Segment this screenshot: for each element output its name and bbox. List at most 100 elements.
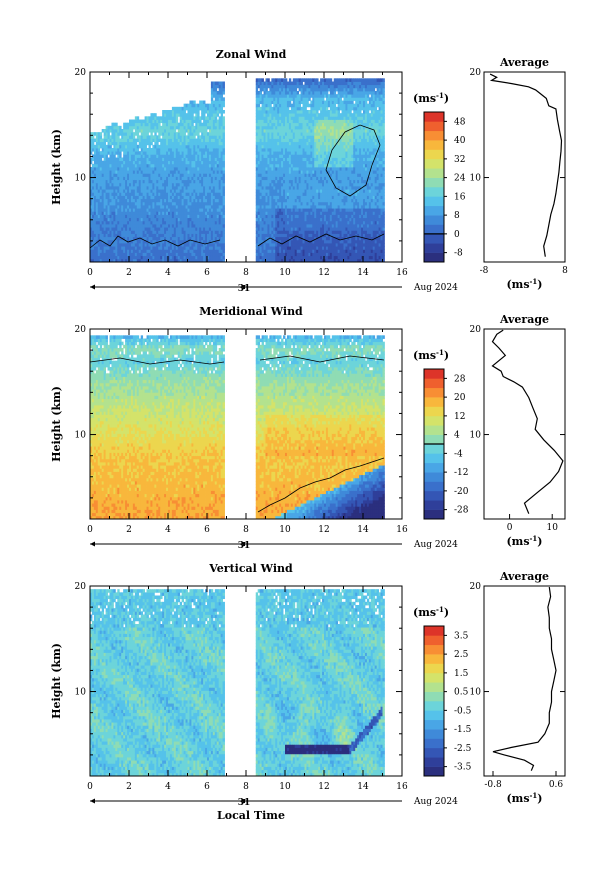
heatmap-cell [113,173,116,177]
heatmap-cell [97,233,101,238]
heatmap-cell [156,201,159,206]
heatmap-cell [127,255,130,260]
heatmap-cell [136,239,140,244]
heatmap-cell [90,192,93,196]
heatmap-cell [158,163,161,168]
heatmap-cell [166,220,169,225]
heatmap-cell [171,205,175,209]
heatmap-cell [119,201,122,206]
heatmap-cell [160,236,163,241]
heatmap-cell [117,144,120,149]
heatmap-cell [142,217,145,222]
heatmap-cell [181,205,184,209]
heatmap-cell [95,252,99,257]
heatmap-cell [123,201,126,206]
heatmap-cell [115,138,118,143]
heatmap-cell [90,239,93,244]
heatmap-cell [136,214,140,219]
heatmap-cell [175,186,179,190]
heatmap-cell [97,132,101,136]
heatmap-cell [130,208,134,212]
heatmap-cell [164,182,167,187]
heatmap-cell [144,119,147,124]
heatmap-cell [140,220,144,225]
heatmap-cell [113,249,116,253]
heatmap-cell [156,154,159,158]
heatmap-cell [142,246,145,250]
heatmap-cell [171,179,175,184]
heatmap-cell [150,252,153,257]
heatmap-cell [150,227,153,231]
heatmap-cell [90,249,93,253]
heatmap-cell [169,157,173,162]
heatmap-cell [166,173,169,177]
heatmap-cell [177,217,181,222]
heatmap-cell [111,205,114,209]
heatmap-cell [125,220,128,225]
heatmap-cell [175,113,179,117]
heatmap-cell [130,122,134,127]
heatmap-cell [121,211,124,215]
heatmap-cell [113,230,116,234]
heatmap-cell [164,230,167,234]
heatmap-cell [91,243,95,247]
heatmap-cell [150,163,153,168]
heatmap-cell [164,170,167,174]
heatmap-cell [109,211,112,215]
heatmap-cell [166,227,169,231]
heatmap-cell [146,236,149,241]
heatmap-cell [150,113,153,117]
heatmap-cell [90,138,93,143]
heatmap-cell [158,252,161,257]
heatmap-cell [164,122,167,127]
heatmap-cell [105,230,108,234]
heatmap-cell [111,179,114,184]
heatmap-cell [179,106,183,111]
heatmap-cell [158,205,161,209]
heatmap-cell [111,239,114,244]
heatmap-cell [119,170,122,174]
heatmap-cell [136,217,140,222]
heatmap-cell [177,138,181,143]
heatmap-cell [105,176,108,181]
heatmap-cell [171,167,175,171]
heatmap-cell [127,252,130,257]
heatmap-cell [111,252,114,257]
heatmap-cell [152,122,155,127]
heatmap-cell [119,154,122,158]
heatmap-cell [152,163,155,168]
heatmap-cell [93,151,97,155]
heatmap-cell [95,170,99,174]
heatmap-cell [156,116,159,120]
heatmap-cell [138,138,142,143]
heatmap-cell [168,258,171,263]
heatmap-cell [150,230,153,234]
heatmap-cell [129,157,132,162]
heatmap-cell [121,129,124,133]
heatmap-cell [214,116,218,120]
heatmap-cell [99,211,103,215]
heatmap-cell [177,205,181,209]
heatmap-cell [95,173,99,177]
heatmap-cell [181,201,184,206]
heatmap-cell [181,179,184,184]
heatmap-cell [162,220,165,225]
heatmap-cell [162,110,165,114]
heatmap-cell [91,163,95,168]
heatmap-cell [90,252,93,257]
heatmap-cell [173,151,177,155]
heatmap-cell [132,167,136,171]
heatmap-cell [152,201,155,206]
heatmap-cell [109,233,112,238]
heatmap-cell [160,205,163,209]
heatmap-cell [99,157,103,162]
heatmap-cell [164,233,167,238]
heatmap-cell [113,195,116,200]
heatmap-cell [156,173,159,177]
heatmap-cell [160,182,163,187]
heatmap-cell [109,135,112,139]
heatmap-cell [148,186,151,190]
heatmap-cell [169,167,173,171]
heatmap-cell [99,182,103,187]
heatmap-cell [154,189,157,193]
